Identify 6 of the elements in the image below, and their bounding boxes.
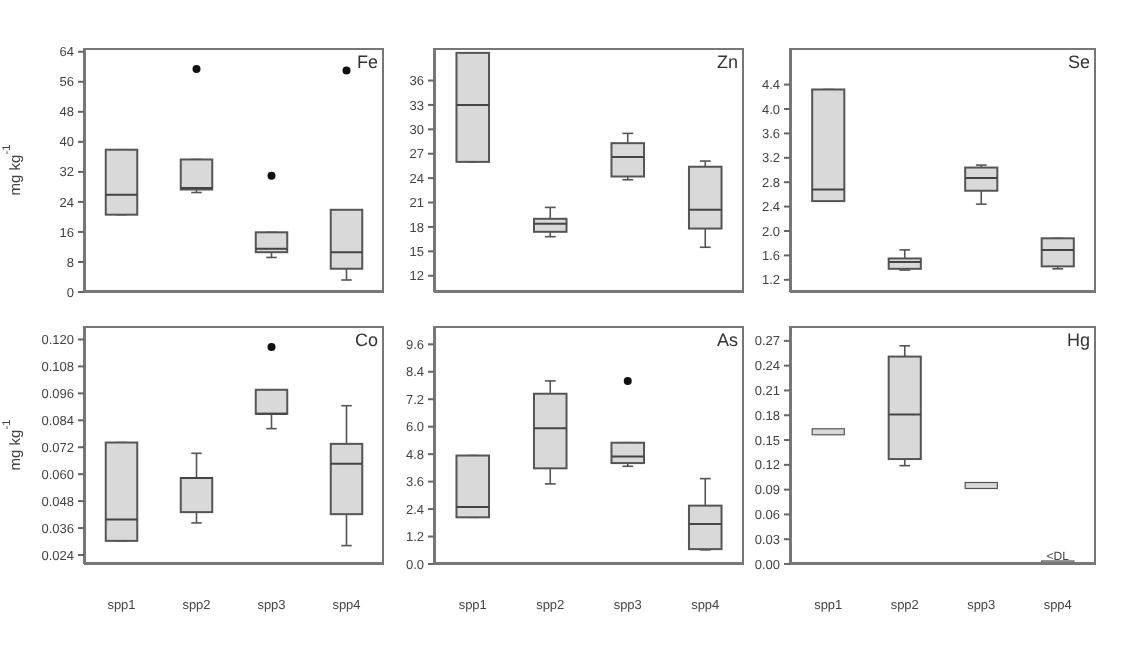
chart-title: Hg <box>1066 330 1090 350</box>
chart-title: Co <box>354 330 378 350</box>
chart-title: Fe <box>356 52 378 72</box>
chart-title: As <box>716 330 738 350</box>
chart-title: Se <box>1067 52 1090 72</box>
chart-title: Zn <box>716 52 738 72</box>
